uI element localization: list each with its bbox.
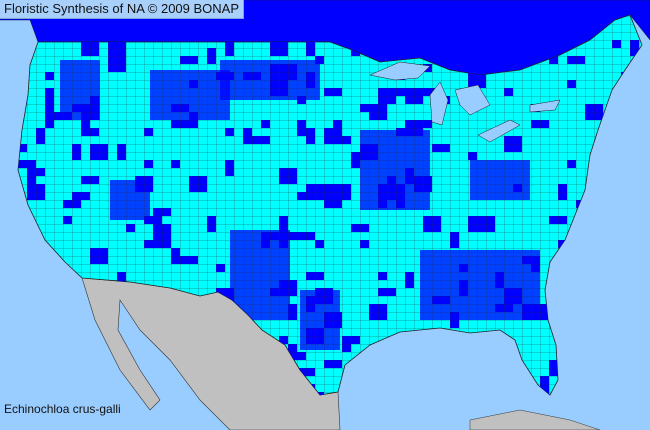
county-cell [630, 96, 639, 104]
cuba-region [469, 409, 601, 430]
county-cell [27, 320, 45, 328]
county-cell [630, 392, 639, 395]
county-cell [108, 392, 117, 395]
county-cell [549, 304, 567, 320]
county-cell [171, 384, 180, 392]
county-cell [621, 320, 639, 328]
county-cell [576, 240, 585, 248]
county-cell [594, 256, 612, 272]
county-cell [153, 376, 162, 392]
county-cell [612, 144, 630, 160]
county-cell [576, 280, 585, 296]
county-cell [621, 360, 630, 368]
county-cell [342, 376, 351, 384]
county-cell [117, 384, 126, 395]
county-cell [630, 168, 642, 184]
county-cell [531, 392, 549, 395]
county-cell [621, 224, 630, 232]
county-cell [45, 352, 54, 360]
county-cell [567, 376, 576, 392]
county-cell [0, 240, 18, 256]
county-cell [423, 352, 432, 360]
county-cell [630, 64, 642, 72]
county-cell [621, 256, 630, 264]
county-cell [639, 192, 642, 208]
county-cell [432, 368, 441, 384]
great-lakes [369, 61, 561, 143]
county-cell [0, 128, 9, 136]
county-cell [18, 240, 36, 256]
county-cell [630, 200, 639, 216]
county-cell [0, 160, 18, 168]
county-cell [450, 336, 468, 344]
county-cell [351, 392, 369, 395]
county-cell [459, 352, 468, 368]
county-cell [18, 88, 27, 104]
county-cell [0, 392, 18, 400]
county-cell [594, 344, 612, 360]
county-cell [468, 368, 477, 384]
county-cell [423, 352, 432, 368]
species-label: Echinochloa crus-galli [4, 402, 121, 416]
county-cell [0, 208, 9, 216]
county-cell [585, 304, 594, 312]
county-cell [54, 304, 72, 312]
county-cell [558, 336, 567, 352]
county-cell [585, 328, 594, 336]
county-cell [612, 152, 621, 160]
county-cell [72, 344, 90, 360]
county-cell [9, 160, 18, 176]
county-cell [612, 312, 621, 320]
county-cell [630, 136, 639, 144]
county-cell [153, 352, 162, 360]
county-cell [171, 384, 180, 392]
county-cell [414, 376, 423, 392]
county-cell [567, 256, 576, 272]
map-title: Floristic Synthesis of NA © 2009 BONAP [0, 0, 245, 19]
county-cell [594, 184, 612, 192]
county-cell [621, 256, 630, 272]
county-cell [612, 152, 630, 168]
